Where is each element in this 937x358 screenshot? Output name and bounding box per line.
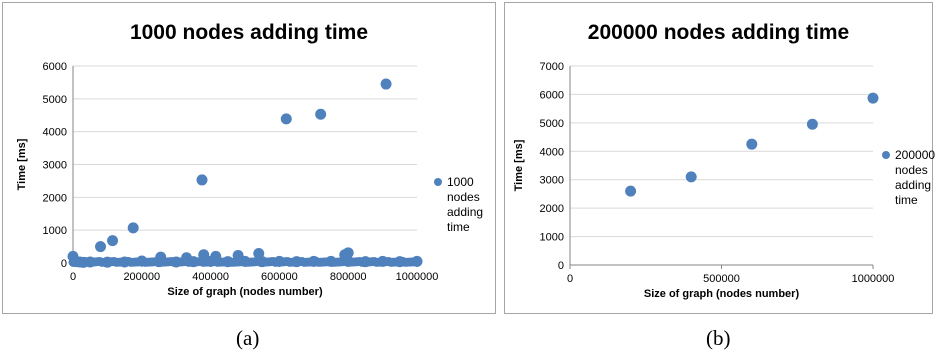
y-tick-label: 2000 (540, 203, 564, 215)
y-tick-label: 1000 (540, 232, 564, 244)
caption-a: (a) (236, 326, 260, 350)
y-tick-label: 5000 (540, 118, 564, 130)
data-point (127, 222, 139, 234)
data-point (806, 118, 818, 130)
x-tick-label: 200000 (123, 271, 160, 283)
x-axis-label: Size of graph (nodes number) (167, 286, 323, 298)
chart-b-svg: 0 1000 2000 3000 4000 5000 6000 7000 0 500000 1000… (513, 61, 935, 300)
x-tick-label: 800000 (330, 271, 367, 283)
data-point (746, 138, 758, 150)
x-tick-label: 400000 (192, 271, 229, 283)
data-point (685, 171, 697, 183)
legend-label: time (895, 193, 918, 207)
legend-label: nodes (895, 163, 928, 177)
y-tick-label: 6000 (540, 89, 564, 101)
y-tick-label: 6000 (43, 61, 67, 73)
y-tick-label: 2000 (43, 192, 67, 204)
x-tick-label: 600000 (261, 271, 298, 283)
data-point (867, 92, 879, 104)
data-point (411, 257, 421, 267)
data-point (315, 108, 327, 120)
data-point (95, 241, 107, 253)
chart-title-b: 200000 nodes adding time (587, 21, 850, 44)
data-point (253, 247, 265, 259)
data-point (380, 78, 392, 90)
legend-label: time (447, 220, 470, 234)
x-tick-label: 0 (70, 271, 76, 283)
y-tick-label: 1000 (43, 225, 67, 237)
x-axis-label: Size of graph (nodes number) (644, 288, 800, 300)
legend-marker (434, 178, 442, 186)
y-tick-label: 0 (61, 258, 67, 270)
y-axis-label: Time [ms] (16, 138, 28, 190)
legend-label: adding (895, 178, 931, 192)
legend-label: adding (447, 205, 483, 219)
x-tick-label: 0 (567, 273, 573, 285)
x-tick-label: 1000000 (396, 271, 439, 283)
chart-panel-b: 200000 nodes adding time 0 1000 2000 3000 40… (504, 2, 935, 314)
data-point (280, 113, 292, 125)
chart-a-svg: 0 1000 2000 3000 4000 5000 6000 0 200000 400000 60… (16, 61, 483, 298)
x-tick-label: 1000000 (852, 273, 895, 285)
x-tick-label: 500000 (703, 273, 740, 285)
data-point (107, 235, 119, 247)
chart-title-a: 1000 nodes adding time (129, 21, 369, 44)
chart-panel-a: 1000 nodes adding time 0 1000 2000 3000 4000… (2, 2, 496, 314)
y-tick-label: 0 (558, 260, 564, 272)
y-tick-label: 3000 (43, 160, 67, 172)
legend-label: 1000 (447, 175, 474, 189)
data-point (625, 185, 637, 197)
y-tick-label: 3000 (540, 175, 564, 187)
legend-marker (882, 151, 890, 159)
data-point (342, 247, 354, 259)
y-tick-label: 5000 (43, 94, 67, 106)
legend-label: 200000 (895, 148, 935, 162)
y-tick-label: 4000 (540, 146, 564, 158)
y-tick-label: 4000 (43, 127, 67, 139)
legend-label: nodes (447, 190, 480, 204)
caption-b: (b) (706, 326, 731, 350)
y-axis-label: Time [ms] (513, 139, 525, 191)
y-tick-label: 7000 (540, 61, 564, 73)
data-point (196, 174, 208, 186)
